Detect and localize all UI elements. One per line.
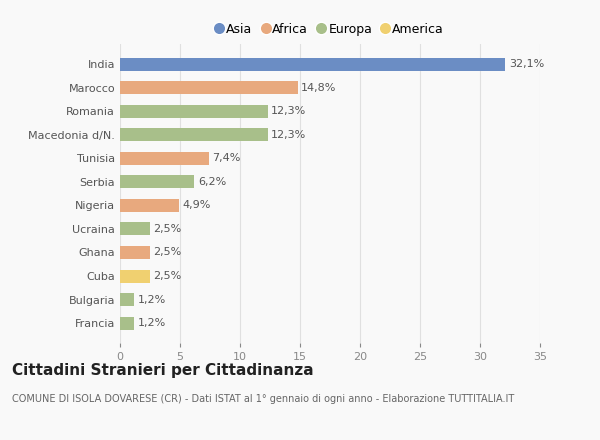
Bar — [120, 223, 150, 235]
Bar — [120, 128, 268, 141]
Bar — [120, 293, 134, 306]
Legend: Asia, Africa, Europa, America: Asia, Africa, Europa, America — [214, 20, 446, 38]
Text: 2,5%: 2,5% — [154, 224, 182, 234]
Bar — [120, 81, 298, 94]
Text: 12,3%: 12,3% — [271, 130, 307, 140]
Text: 2,5%: 2,5% — [154, 271, 182, 281]
Text: 4,9%: 4,9% — [182, 200, 211, 210]
Text: 14,8%: 14,8% — [301, 83, 337, 93]
Bar — [120, 270, 150, 282]
Bar — [120, 317, 134, 330]
Bar — [120, 58, 505, 70]
Text: 12,3%: 12,3% — [271, 106, 307, 116]
Text: 32,1%: 32,1% — [509, 59, 544, 69]
Bar — [120, 199, 179, 212]
Bar — [120, 246, 150, 259]
Text: 6,2%: 6,2% — [198, 177, 226, 187]
Bar — [120, 152, 209, 165]
Text: 1,2%: 1,2% — [138, 318, 166, 328]
Text: 1,2%: 1,2% — [138, 294, 166, 304]
Text: 7,4%: 7,4% — [212, 153, 241, 163]
Bar — [120, 176, 194, 188]
Text: 2,5%: 2,5% — [154, 247, 182, 257]
Text: COMUNE DI ISOLA DOVARESE (CR) - Dati ISTAT al 1° gennaio di ogni anno - Elaboraz: COMUNE DI ISOLA DOVARESE (CR) - Dati IST… — [12, 394, 514, 404]
Bar — [120, 105, 268, 117]
Text: Cittadini Stranieri per Cittadinanza: Cittadini Stranieri per Cittadinanza — [12, 363, 314, 378]
